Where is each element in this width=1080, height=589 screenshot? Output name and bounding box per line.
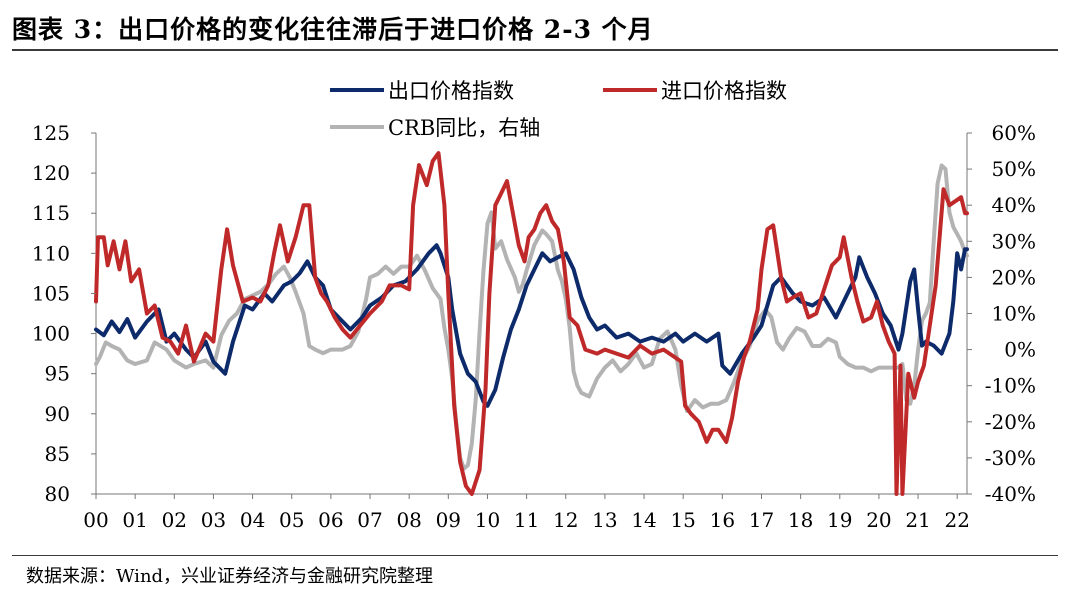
x-tick-label: 06 xyxy=(318,508,343,532)
x-tick-label: 13 xyxy=(592,508,617,532)
left-tick-label: 90 xyxy=(45,402,70,426)
x-tick-label: 08 xyxy=(396,508,421,532)
legend-label: CRB同比，右轴 xyxy=(388,116,540,140)
right-tick-label: 10% xyxy=(992,302,1036,326)
series-layer xyxy=(94,151,969,496)
x-tick-label: 10 xyxy=(475,508,500,532)
left-tick-label: 100 xyxy=(32,322,70,346)
right-tick-label: 60% xyxy=(992,121,1036,145)
source-note: 数据来源：Wind，兴业证券经济与金融研究院整理 xyxy=(26,566,434,587)
legend-label: 进口价格指数 xyxy=(661,79,787,103)
series-line-0 xyxy=(94,243,969,408)
legend: 出口价格指数 进口价格指数 CRB同比，右轴 xyxy=(330,79,787,140)
x-tick-label: 19 xyxy=(827,508,852,532)
x-tick-label: 09 xyxy=(436,508,461,532)
right-tick-label: 30% xyxy=(992,229,1036,253)
left-tick-label: 125 xyxy=(32,121,70,145)
right-axis: 60% 50% 40% 30% 20% 10% 0% -10% -20% -30% -40% xyxy=(967,121,1036,506)
x-tick-label: 14 xyxy=(631,508,656,532)
figure-title: 图表 3：出口价格的变化往往滞后于进口价格 2-3 个月 xyxy=(12,15,654,44)
title-rule xyxy=(12,49,1058,51)
left-tick-label: 85 xyxy=(45,442,70,466)
x-tick-label: 12 xyxy=(553,508,578,532)
x-tick-label: 02 xyxy=(162,508,187,532)
x-tick-label: 21 xyxy=(905,508,930,532)
series-line-1 xyxy=(94,151,969,496)
legend-label: 出口价格指数 xyxy=(388,79,514,103)
x-tick-label: 01 xyxy=(122,508,147,532)
left-tick-label: 110 xyxy=(32,241,70,265)
right-tick-label: 40% xyxy=(992,193,1036,217)
right-tick-label: -30% xyxy=(985,446,1036,470)
x-tick-label: 00 xyxy=(83,508,108,532)
x-tick-label: 03 xyxy=(201,508,226,532)
right-tick-label: 20% xyxy=(992,265,1036,289)
x-tick-label: 11 xyxy=(514,508,539,532)
x-tick-label: 16 xyxy=(710,508,735,532)
x-tick-label: 22 xyxy=(944,508,969,532)
left-tick-label: 120 xyxy=(32,161,70,185)
right-tick-label: -10% xyxy=(985,374,1036,398)
right-tick-label: 50% xyxy=(992,157,1036,181)
right-tick-label: 0% xyxy=(1004,338,1036,362)
x-tick-label: 20 xyxy=(866,508,891,532)
x-axis: 00 01 02 03 04 05 06 07 08 09 10 11 12 13 14 15 16 17 18 19… xyxy=(83,494,970,532)
series-line-2 xyxy=(94,163,969,471)
x-tick-label: 05 xyxy=(279,508,304,532)
left-tick-label: 80 xyxy=(45,482,70,506)
x-tick-label: 07 xyxy=(357,508,382,532)
source-rule xyxy=(12,555,1058,556)
left-tick-label: 115 xyxy=(32,201,70,225)
left-axis: 125 120 115 110 105 100 95 90 85 80 xyxy=(32,121,96,506)
x-tick-label: 15 xyxy=(670,508,695,532)
left-tick-label: 95 xyxy=(45,362,70,386)
x-tick-label: 18 xyxy=(788,508,813,532)
x-tick-label: 17 xyxy=(749,508,774,532)
right-tick-label: -40% xyxy=(985,482,1036,506)
right-tick-label: -20% xyxy=(985,410,1036,434)
left-tick-label: 105 xyxy=(32,281,70,305)
x-tick-label: 04 xyxy=(240,508,265,532)
